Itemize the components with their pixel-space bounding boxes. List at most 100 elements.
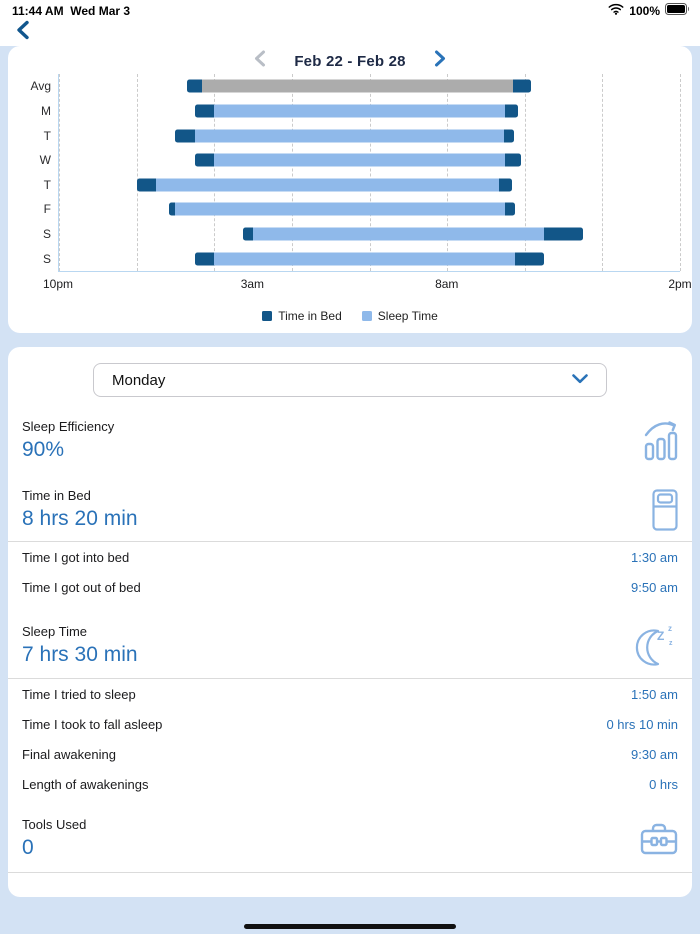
previous-week-button[interactable] [250, 50, 268, 70]
x-axis-tick-label: 8am [435, 277, 459, 291]
chevron-left-icon [15, 20, 30, 45]
legend-label: Sleep Time [377, 309, 438, 323]
detail-row-value: 0 hrs 10 min [606, 716, 678, 732]
bed-icon [652, 488, 678, 531]
detail-row: Time I got into bed 1:30 am [22, 542, 678, 572]
detail-row-value: 9:50 am [631, 579, 678, 595]
day-detail-card: Monday Sleep Efficiency 90% Time in Bed 8 h… [8, 347, 692, 897]
detail-row-label: Final awakening [22, 746, 116, 762]
chart-row-label: F [43, 202, 51, 217]
legend-swatch [361, 311, 372, 321]
bar-chart-growth-icon [644, 420, 678, 462]
sleep-bar [194, 153, 521, 167]
stat-section: Sleep Efficiency 90% [22, 419, 678, 462]
chart-row: T [44, 173, 680, 198]
day-selector-dropdown[interactable]: Monday [93, 363, 607, 397]
stat-sub-rows: Time I tried to sleep 1:50 am Time I took … [8, 678, 692, 799]
detail-row-label: Length of awakenings [22, 776, 149, 792]
sleep-bar [243, 227, 583, 241]
chart-row: F [44, 197, 680, 222]
stat-value: 7 hrs 30 min [22, 642, 138, 666]
status-time: 11:44 AM [12, 3, 64, 18]
detail-row-label: Time I tried to sleep [22, 686, 136, 702]
week-navigator: Feb 22 - Feb 28 [8, 46, 692, 74]
sleep-bar [175, 129, 515, 143]
back-button[interactable] [10, 20, 34, 45]
chart-row: M [41, 99, 680, 124]
chart-row: S [43, 246, 680, 271]
stat-texts: Time in Bed 8 hrs 20 min [22, 488, 138, 531]
stat-label: Time in Bed [22, 488, 91, 503]
next-week-button[interactable] [432, 50, 450, 72]
x-axis-tick-label: 3am [240, 277, 265, 291]
stat-section: Time in Bed 8 hrs 20 min Time I got into b… [8, 488, 692, 602]
sleep-bar [186, 79, 532, 93]
stat-head: Time in Bed 8 hrs 20 min [22, 488, 678, 531]
bar-segment [194, 104, 215, 118]
bar-segment [504, 129, 515, 143]
toolbox-icon [640, 822, 678, 856]
divider [8, 872, 692, 873]
chart-row-label: S [42, 227, 51, 242]
battery-percent-label: 100% [629, 3, 660, 18]
chart-row: Avg [31, 74, 680, 99]
sleep-bar [194, 104, 519, 118]
chart-row: T [44, 123, 680, 148]
bar-segment [214, 104, 506, 118]
card-gap [0, 333, 700, 347]
wifi-icon [608, 3, 624, 18]
status-left: 11:44 AM Wed Mar 3 [12, 4, 130, 18]
stat-label: Sleep Time [22, 623, 88, 639]
legend-label: Time in Bed [278, 309, 342, 323]
legend-swatch [262, 311, 273, 321]
stat-head: Tools Used 0 [22, 817, 678, 860]
bar-segment [498, 178, 512, 192]
bar-segment [194, 153, 215, 167]
detail-row-value: 1:50 am [631, 686, 678, 702]
chart-row-label: Avg [30, 79, 51, 94]
bar-segment [201, 79, 514, 93]
chart-row-label: M [41, 103, 51, 118]
chart-legend: Time in Bed Sleep Time [8, 309, 692, 323]
bar-segment [515, 252, 545, 266]
svg-text:z: z [669, 640, 673, 647]
detail-row-label: Time I got out of bed [22, 579, 141, 595]
stat-label: Sleep Efficiency [22, 419, 115, 434]
stat-value: 90% [22, 438, 65, 461]
battery-icon [665, 3, 690, 18]
bar-segment [175, 202, 506, 216]
detail-row: Length of awakenings 0 hrs [22, 769, 678, 799]
divider [8, 541, 692, 542]
svg-text:Z: Z [657, 629, 664, 643]
bar-segment [194, 252, 215, 266]
detail-row: Time I got out of bed 9:50 am [22, 572, 678, 602]
detail-row-label: Time I took to fall asleep [22, 716, 163, 732]
divider [8, 678, 692, 679]
chevron-right-icon [434, 50, 447, 72]
status-date: Wed Mar 3 [70, 3, 131, 18]
chart-x-axis-ticks: 10pm 3am 8am 2pm [43, 272, 692, 294]
status-right: 100% [608, 3, 690, 18]
bar-segment [175, 129, 195, 143]
bar-segment [505, 202, 516, 216]
bar-segment [168, 202, 176, 216]
x-axis-tick-label: 10pm [42, 277, 74, 291]
home-indicator[interactable] [244, 924, 456, 929]
bar-segment [253, 227, 545, 241]
chart-row-label: S [42, 251, 51, 266]
x-axis-tick-label: 2pm [668, 277, 692, 291]
stat-sections: Sleep Efficiency 90% Time in Bed 8 hrs 20 m… [8, 419, 692, 860]
sleep-bar [136, 178, 512, 192]
legend-item: Sleep Time [361, 309, 438, 323]
stat-value: 8 hrs 20 min [22, 507, 138, 530]
sleep-bar [194, 252, 545, 266]
bar-segment [505, 104, 519, 118]
sleep-chart-card: Feb 22 - Feb 28 Avg M T W T F S S 10pm 3am 8am 2pm… [8, 46, 692, 333]
sleep-chart-plot: Avg M T W T F S S [31, 74, 681, 272]
top-bar: 11:44 AM Wed Mar 3 100% [0, 0, 700, 46]
bar-segment [513, 79, 532, 93]
stat-value: 0 [22, 836, 34, 859]
chart-row: W [40, 148, 680, 173]
